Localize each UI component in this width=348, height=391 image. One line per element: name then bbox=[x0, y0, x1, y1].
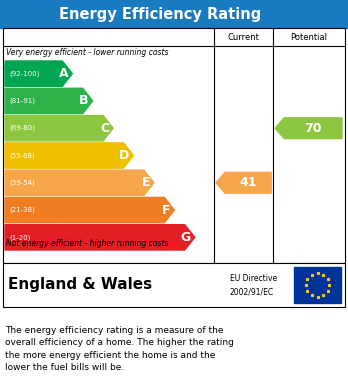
Bar bbox=[0, 0, 348, 28]
Bar bbox=[3, 28, 345, 263]
Text: Potential: Potential bbox=[290, 32, 327, 41]
Text: (55-68): (55-68) bbox=[9, 152, 35, 159]
Polygon shape bbox=[5, 61, 72, 86]
Text: A: A bbox=[59, 67, 68, 80]
Polygon shape bbox=[5, 143, 134, 168]
Polygon shape bbox=[5, 225, 195, 250]
Text: Very energy efficient - lower running costs: Very energy efficient - lower running co… bbox=[6, 48, 168, 57]
Text: G: G bbox=[181, 231, 191, 244]
Text: 2002/91/EC: 2002/91/EC bbox=[230, 287, 274, 296]
Bar bbox=[3, 263, 345, 307]
Text: 41: 41 bbox=[239, 176, 257, 189]
Text: E: E bbox=[141, 176, 150, 189]
Text: England & Wales: England & Wales bbox=[8, 278, 152, 292]
Text: (81-91): (81-91) bbox=[9, 98, 35, 104]
Bar bbox=[294, 267, 341, 303]
Text: The energy efficiency rating is a measure of the
overall efficiency of a home. T: The energy efficiency rating is a measur… bbox=[5, 326, 234, 372]
Text: Not energy efficient - higher running costs: Not energy efficient - higher running co… bbox=[6, 239, 168, 248]
Text: (1-20): (1-20) bbox=[9, 234, 30, 240]
Polygon shape bbox=[216, 172, 271, 193]
Polygon shape bbox=[5, 197, 174, 223]
Text: D: D bbox=[119, 149, 129, 162]
Text: (21-38): (21-38) bbox=[9, 207, 35, 213]
Polygon shape bbox=[5, 116, 113, 141]
Text: Energy Efficiency Rating: Energy Efficiency Rating bbox=[59, 7, 261, 22]
Polygon shape bbox=[5, 170, 154, 196]
Polygon shape bbox=[275, 118, 342, 138]
Text: (39-54): (39-54) bbox=[9, 179, 35, 186]
Text: B: B bbox=[79, 95, 89, 108]
Text: 70: 70 bbox=[304, 122, 322, 135]
Text: EU Directive: EU Directive bbox=[230, 274, 277, 283]
Text: F: F bbox=[162, 204, 170, 217]
Text: C: C bbox=[100, 122, 109, 135]
Text: Current: Current bbox=[228, 32, 260, 41]
Text: (92-100): (92-100) bbox=[9, 70, 39, 77]
Text: (69-80): (69-80) bbox=[9, 125, 35, 131]
Polygon shape bbox=[5, 88, 93, 113]
